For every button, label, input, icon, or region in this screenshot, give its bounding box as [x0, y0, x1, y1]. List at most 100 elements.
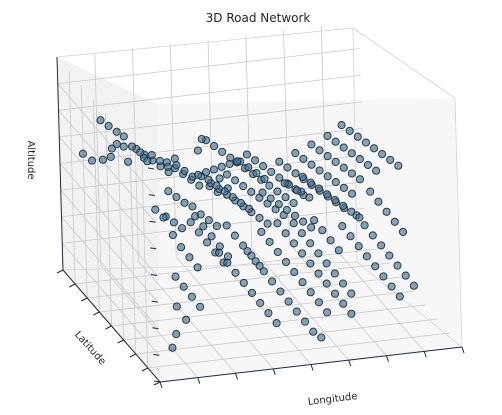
data-point — [136, 148, 145, 157]
data-point — [315, 146, 324, 155]
plot-grid — [57, 26, 450, 378]
y-axis-tick — [129, 353, 136, 358]
data-point — [289, 239, 298, 248]
x-axis-tick — [386, 355, 389, 362]
data-point — [159, 213, 168, 222]
data-point — [289, 198, 298, 208]
data-point — [306, 178, 315, 187]
axis-ticks — [56, 167, 465, 389]
data-point — [307, 140, 316, 149]
data-point — [112, 127, 121, 136]
data-point — [222, 221, 231, 230]
data-point — [339, 143, 348, 152]
x-axis-label: Longitude — [307, 391, 358, 408]
data-point — [151, 205, 160, 214]
x-axis-tick — [159, 381, 163, 389]
data-point — [282, 205, 291, 215]
data-point — [215, 174, 224, 183]
data-point — [334, 246, 343, 255]
data-point — [360, 221, 369, 230]
data-point — [314, 269, 323, 278]
data-point — [305, 193, 314, 202]
grid-line — [320, 26, 328, 240]
data-point — [291, 149, 300, 158]
data-point — [266, 194, 275, 203]
data-point — [394, 161, 403, 170]
data-point — [180, 198, 189, 207]
data-point — [386, 155, 395, 164]
data-point — [172, 192, 181, 202]
data-point — [231, 176, 240, 185]
data-point — [207, 232, 216, 241]
grid-line — [80, 84, 88, 299]
data-point — [78, 149, 87, 158]
x-axis-tick — [272, 368, 276, 376]
data-point — [143, 157, 152, 166]
data-point — [395, 292, 404, 301]
data-point — [195, 181, 204, 190]
data-point — [368, 231, 377, 240]
data-point — [252, 169, 261, 178]
data-point — [299, 217, 308, 226]
data-point — [291, 169, 300, 178]
data-point — [298, 249, 307, 258]
data-point — [194, 228, 203, 237]
data-point — [230, 231, 239, 240]
grid-line — [57, 48, 360, 85]
z-axis-tick — [153, 353, 160, 356]
z-axis-tick — [150, 247, 157, 250]
z-axis-tick — [148, 194, 155, 197]
data-point — [247, 288, 257, 297]
data-point — [273, 187, 282, 196]
data-point — [275, 157, 284, 166]
data-point — [331, 137, 340, 146]
x-axis-tick — [423, 351, 427, 358]
data-point — [331, 196, 340, 205]
data-point — [222, 170, 232, 179]
z-axis-label: Altitude — [25, 140, 36, 179]
data-point — [197, 134, 206, 144]
y-axis-tick — [117, 339, 124, 344]
data-point — [203, 238, 212, 247]
data-point — [257, 227, 266, 236]
data-point — [172, 302, 181, 311]
data-point — [187, 292, 196, 301]
data-point — [244, 163, 253, 172]
data-point — [265, 181, 274, 190]
data-point — [267, 167, 276, 176]
data-point — [193, 146, 202, 155]
data-point — [369, 144, 379, 153]
data-point — [177, 243, 186, 252]
y-axis-tick — [56, 269, 64, 274]
data-point — [314, 249, 323, 258]
floor-right-edge — [356, 261, 463, 348]
data-point — [168, 230, 177, 240]
data-point — [378, 150, 387, 159]
data-point — [255, 261, 264, 270]
data-point — [379, 272, 388, 281]
z-axis-tick — [153, 380, 161, 383]
z-axis-tick — [150, 274, 158, 276]
data-point — [306, 239, 315, 248]
data-point — [347, 309, 356, 318]
data-point — [275, 173, 284, 182]
data-point — [387, 282, 396, 291]
z-axis-tick — [147, 167, 155, 170]
grid-line — [58, 74, 361, 111]
data-point — [292, 186, 302, 195]
data-point — [330, 269, 339, 278]
data-point — [355, 213, 364, 222]
data-point — [239, 182, 248, 191]
data-point — [260, 174, 269, 183]
data-point — [265, 237, 274, 246]
data-point — [236, 198, 245, 208]
data-point — [231, 268, 240, 277]
data-point — [398, 227, 408, 236]
y-axis-tick — [153, 381, 161, 386]
data-point — [371, 262, 380, 271]
data-point — [259, 267, 268, 276]
y-axis-tick — [81, 297, 88, 302]
data-point — [107, 144, 116, 153]
data-point — [223, 258, 232, 267]
y-axis-tick — [68, 283, 76, 288]
